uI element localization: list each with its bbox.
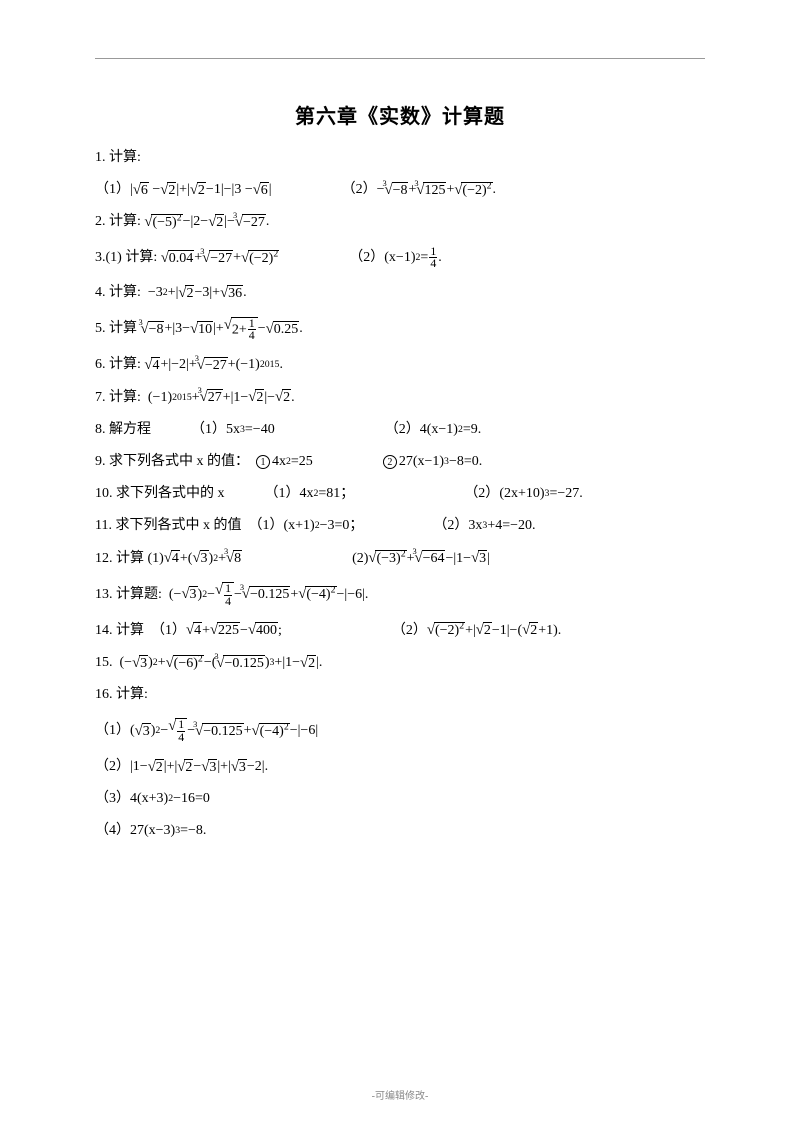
problem-9: 9. 求下列各式中 x 的值： 14x2=25 227(x−1)3−8=0. <box>95 453 705 471</box>
p1-a: （1） |6 −2|+|2−1|−|3 −6| <box>95 181 272 199</box>
problem-1-stem: 1. 计算: <box>95 149 705 167</box>
problem-16-b: （2） |1−2|+|2−3|+|3−2|. <box>95 758 705 776</box>
problem-16-a: （1） (3)2−14−3−0.125+(−4)2−|−6| <box>95 718 705 744</box>
problem-12: 12. 计算 (1) 4+(3)2+38 (2) (−3)2+3−64−|1−3… <box>95 550 705 568</box>
problem-list: 1. 计算: （1） |6 −2|+|2−1|−|3 −6| （2） −3−8+… <box>95 149 705 840</box>
p1-b: （2） −3−8+3125+(−2)2. <box>342 181 496 199</box>
problem-15: 15. (−3)2+(−6)2−(3−0.125)3+|1−2|. <box>95 654 705 672</box>
problem-14: 14. 计算 （1） 4+225−400; （2） (−2)2+|2−1|−(2… <box>95 622 705 640</box>
problem-16-stem: 16. 计算: <box>95 686 705 704</box>
problem-10: 10. 求下列各式中的 x （1）4x2=81； （2）(2x+10)3=−27… <box>95 485 705 503</box>
circled-1: 1 <box>256 455 270 469</box>
problem-16-d: （4） 27(x−3)3=−8. <box>95 822 705 840</box>
problem-1-parts: （1） |6 −2|+|2−1|−|3 −6| （2） −3−8+3125+(−… <box>95 181 705 199</box>
page-title: 第六章《实数》计算题 <box>95 100 705 129</box>
problem-5: 5. 计算 3−8+|3−10|+2+14−0.25. <box>95 317 705 343</box>
problem-text: 1. 计算: <box>95 149 141 167</box>
problem-13: 13. 计算题: (−3)2−14−3−0.125+(−4)2−|−6|. <box>95 582 705 608</box>
problem-7: 7. 计算: (−1)2015+327+|1−2|−2. <box>95 389 705 407</box>
problem-2: 2. 计算: (−5)2−|2−2|−3−27. <box>95 213 705 231</box>
problem-3: 3. (1) 计算: 0.04+3−27+(−2)2 （2） (x−1)2=14… <box>95 246 705 271</box>
footer-text: -可编辑修改- <box>0 1087 800 1102</box>
problem-4: 4. 计算: −32+|2−3|+36. <box>95 284 705 302</box>
page: 第六章《实数》计算题 1. 计算: （1） |6 −2|+|2−1|−|3 −6… <box>0 0 800 1132</box>
problem-11: 11. 求下列各式中 x 的值 （1）(x+1)2−3=0； （2）3x3+4=… <box>95 517 705 535</box>
problem-16-c: （3） 4(x+3)2−16=0 <box>95 790 705 808</box>
problem-8: 8. 解方程 （1）5x3=−40 （2）4(x−1)2=9. <box>95 421 705 439</box>
circled-2: 2 <box>383 455 397 469</box>
top-rule <box>95 58 705 59</box>
problem-6: 6. 计算: 4+|−2|+3−27+(−1)2015. <box>95 356 705 374</box>
